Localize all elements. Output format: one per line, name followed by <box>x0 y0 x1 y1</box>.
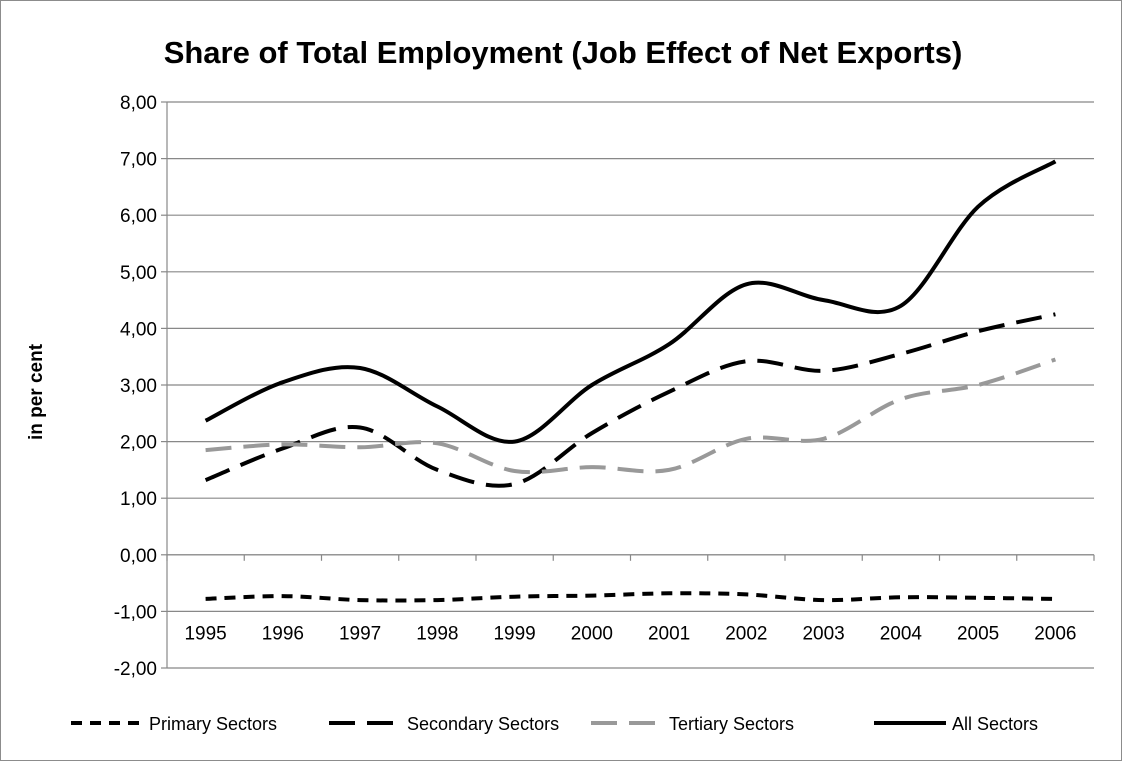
series-line-primary-sectors <box>205 591 1056 603</box>
axes <box>161 101 1095 669</box>
x-tick-label: 1997 <box>339 623 381 644</box>
legend-label: Tertiary Sectors <box>669 714 794 734</box>
x-tick-label: 2006 <box>1034 623 1076 644</box>
legend-item-secondary-sectors: Secondary Sectors <box>329 714 559 734</box>
y-axis-label: in per cent <box>26 343 47 440</box>
x-tick-label: 1998 <box>416 623 458 644</box>
y-tick-label: 4,00 <box>120 319 157 340</box>
y-tick-label: -2,00 <box>114 659 157 680</box>
x-tick-label: 2004 <box>880 623 923 644</box>
series-lines <box>204 159 1057 603</box>
chart-title: Share of Total Employment (Job Effect of… <box>164 35 963 70</box>
series-line-tertiary-sectors <box>205 357 1057 475</box>
y-tick-label: 5,00 <box>120 263 157 284</box>
legend: Primary Sectors Secondary Sectors Tertiary… <box>71 714 1038 734</box>
legend-label: Primary Sectors <box>149 714 277 734</box>
x-tick-label: 1995 <box>184 623 226 644</box>
legend-label: Secondary Sectors <box>407 714 559 734</box>
legend-item-all-sectors: All Sectors <box>874 714 1038 734</box>
y-tick-labels: -2,00 -1,00 0,00 1,00 2,00 3,00 4,00 5,00 6,00 7,… <box>114 93 157 680</box>
y-tick-label: 0,00 <box>120 546 157 567</box>
series-line-secondary-sectors <box>204 312 1056 488</box>
x-tick-labels: 1995 1996 1997 1998 1999 2000 2001 2002 2003 2004… <box>184 623 1076 644</box>
y-tick-label: -1,00 <box>114 602 157 623</box>
x-tick-label: 1999 <box>493 623 535 644</box>
legend-label: All Sectors <box>952 714 1038 734</box>
x-tick-label: 2003 <box>802 623 844 644</box>
data-point-tertiary-sectors <box>899 397 903 401</box>
x-tick-label: 2001 <box>648 623 690 644</box>
data-point-secondary-sectors <box>899 352 903 356</box>
y-tick-label: 2,00 <box>120 433 157 454</box>
legend-item-tertiary-sectors: Tertiary Sectors <box>591 714 794 734</box>
legend-item-primary-sectors: Primary Sectors <box>71 714 277 734</box>
data-point-secondary-sectors <box>513 482 517 486</box>
y-tick-label: 3,00 <box>120 376 157 397</box>
gridlines <box>167 101 1094 669</box>
y-tick-label: 1,00 <box>120 489 157 510</box>
y-tick-label: 8,00 <box>120 93 157 114</box>
x-tick-label: 2005 <box>957 623 999 644</box>
data-point-secondary-sectors <box>822 369 826 373</box>
data-point-primary-sectors <box>976 596 980 600</box>
x-tick-label: 2002 <box>725 623 767 644</box>
data-point-primary-sectors <box>1053 597 1057 601</box>
x-tick-label: 1996 <box>262 623 304 644</box>
series-line-all-sectors <box>204 159 1057 444</box>
y-tick-label: 6,00 <box>120 206 157 227</box>
y-tick-label: 7,00 <box>120 150 157 171</box>
x-tick-label: 2000 <box>571 623 613 644</box>
